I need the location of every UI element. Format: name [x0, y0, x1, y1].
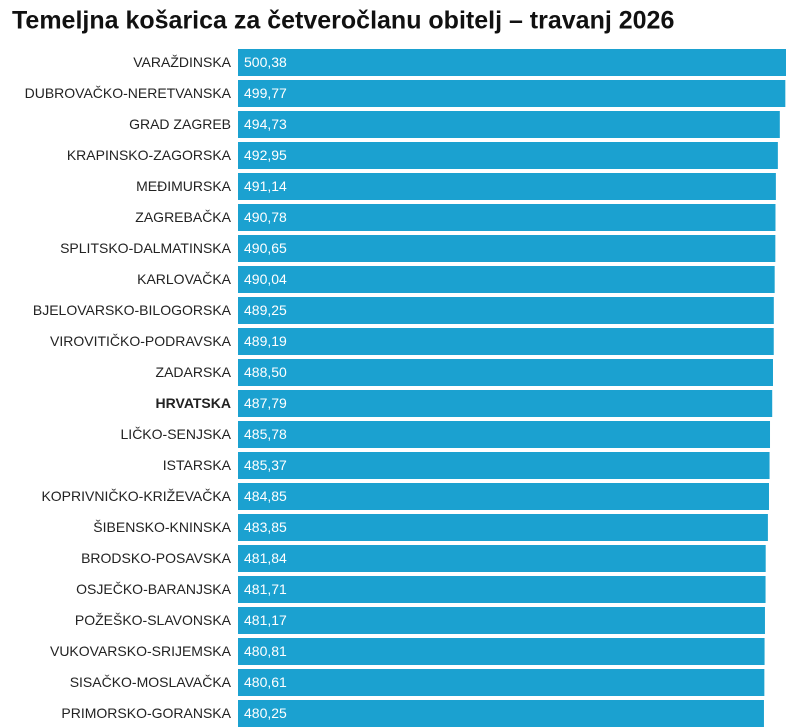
value-label: 480,25: [244, 705, 287, 721]
y-tick-label: SPLITSKO-DALMATINSKA: [60, 240, 232, 256]
y-tick-label: OSJEČKO-BARANJSKA: [76, 581, 231, 597]
bar: [238, 204, 776, 231]
y-tick-label: MEĐIMURSKA: [136, 178, 232, 194]
bar: [238, 700, 764, 727]
value-label: 480,81: [244, 643, 287, 659]
bar: [238, 607, 765, 634]
y-tick-label: SISAČKO-MOSLAVAČKA: [70, 674, 232, 690]
bar: [238, 142, 778, 169]
bar: [238, 483, 769, 510]
value-label: 484,85: [244, 488, 287, 504]
y-tick-label: PRIMORSKO-GORANSKA: [61, 705, 231, 721]
value-label: 490,78: [244, 209, 287, 225]
y-tick-label: ZAGREBAČKA: [135, 209, 231, 225]
value-label: 488,50: [244, 364, 287, 380]
y-tick-label: ISTARSKA: [163, 457, 232, 473]
value-label: 491,14: [244, 178, 287, 194]
bar: [238, 669, 765, 696]
y-tick-label: KRAPINSKO-ZAGORSKA: [67, 147, 232, 163]
bar: [238, 514, 768, 541]
value-label: 494,73: [244, 116, 287, 132]
value-label: 490,65: [244, 240, 287, 256]
y-tick-label: VARAŽDINSKA: [133, 54, 231, 70]
y-tick-label: LIČKO-SENJSKA: [121, 426, 232, 442]
value-label: 485,37: [244, 457, 287, 473]
y-tick-label: KOPRIVNIČKO-KRIŽEVAČKA: [41, 488, 231, 504]
bar: [238, 452, 770, 479]
y-tick-label: KARLOVAČKA: [137, 271, 232, 287]
value-label: 481,84: [244, 550, 287, 566]
bar: [238, 173, 776, 200]
value-label: 500,38: [244, 54, 287, 70]
value-label: 490,04: [244, 271, 287, 287]
y-tick-label: HRVATSKA: [156, 395, 231, 411]
value-label: 485,78: [244, 426, 287, 442]
value-label: 481,71: [244, 581, 287, 597]
value-label: 499,77: [244, 85, 287, 101]
bar: [238, 359, 773, 386]
value-label: 489,25: [244, 302, 287, 318]
bar: [238, 328, 774, 355]
bar: [238, 576, 766, 603]
bar: [238, 297, 774, 324]
bar: [238, 111, 780, 138]
bar: [238, 235, 776, 262]
value-label: 480,61: [244, 674, 287, 690]
bar: [238, 390, 773, 417]
chart-title: Temeljna košarica za četveročlanu obitel…: [12, 7, 674, 35]
y-tick-label: VIROVITIČKO-PODRAVSKA: [50, 333, 232, 349]
value-label: 481,17: [244, 612, 287, 628]
bar: [238, 421, 771, 448]
bar: [238, 49, 786, 76]
y-tick-label: BRODSKO-POSAVSKA: [81, 550, 232, 566]
y-tick-label: BJELOVARSKO-BILOGORSKA: [33, 302, 232, 318]
bar: [238, 80, 786, 107]
value-label: 492,95: [244, 147, 287, 163]
y-tick-label: VUKOVARSKO-SRIJEMSKA: [50, 643, 232, 659]
bar: [238, 638, 765, 665]
y-tick-label: GRAD ZAGREB: [129, 116, 231, 132]
y-tick-label: ZADARSKA: [156, 364, 232, 380]
value-label: 489,19: [244, 333, 287, 349]
value-label: 483,85: [244, 519, 287, 535]
value-label: 487,79: [244, 395, 287, 411]
y-tick-label: POŽEŠKO-SLAVONSKA: [75, 612, 232, 628]
bar: [238, 266, 775, 293]
y-tick-label: ŠIBENSKO-KNINSKA: [93, 519, 231, 535]
bar: [238, 545, 766, 572]
y-tick-label: DUBROVAČKO-NERETVANSKA: [25, 85, 232, 101]
